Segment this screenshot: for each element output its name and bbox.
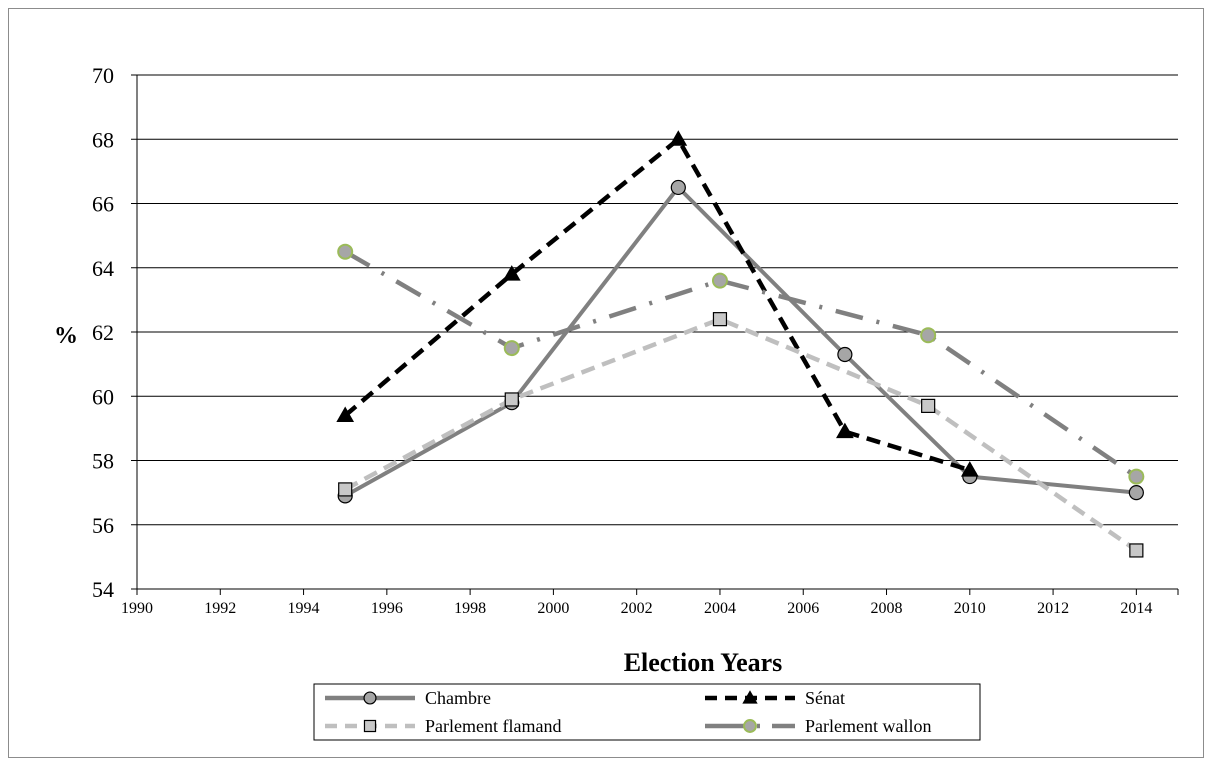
data-point-2-2 xyxy=(712,312,728,327)
y-tick-label-54: 54 xyxy=(92,577,114,602)
y-tick-label-56: 56 xyxy=(92,513,114,538)
x-tick-label-2000: 2000 xyxy=(537,600,569,617)
x-tick-label-2002: 2002 xyxy=(621,600,653,617)
x-tick-label-1996: 1996 xyxy=(371,600,403,617)
series-3 xyxy=(337,243,1145,485)
data-point-1-3 xyxy=(836,422,854,439)
data-point-2-0 xyxy=(338,482,353,497)
x-axis-label: Election Years xyxy=(624,648,783,677)
x-tick-label-1994: 1994 xyxy=(288,600,320,617)
x-tick-label-2004: 2004 xyxy=(704,600,736,617)
x-tick-label-1992: 1992 xyxy=(204,600,236,617)
data-point-0-3 xyxy=(837,346,853,363)
series-line-1 xyxy=(343,137,971,473)
data-point-3-0 xyxy=(337,243,354,260)
legend-marker-0 xyxy=(363,691,377,705)
legend: Chambre Sénat Parlement flamand Parlement w… xyxy=(313,683,981,741)
legend-label-1: Sénat xyxy=(805,688,845,708)
series-0 xyxy=(337,179,1144,504)
series-line-0 xyxy=(344,185,1137,498)
x-tick-label-1998: 1998 xyxy=(454,600,486,617)
legend-box xyxy=(313,683,981,741)
series-2 xyxy=(338,312,1144,558)
y-tick-label-62: 62 xyxy=(92,320,114,345)
data-point-2-4 xyxy=(1129,543,1144,558)
legend-label-2: Parlement flamand xyxy=(425,716,561,736)
data-point-2-3 xyxy=(921,398,936,413)
data-point-0-5 xyxy=(1128,485,1144,501)
legend-marker-1 xyxy=(742,690,758,704)
data-point-3-4 xyxy=(1128,468,1145,485)
data-point-3-2 xyxy=(711,272,728,289)
y-tick-label-60: 60 xyxy=(92,384,114,409)
data-point-1-0 xyxy=(336,406,355,423)
y-tick-label-66: 66 xyxy=(92,192,114,217)
y-tick-label-58: 58 xyxy=(92,449,114,474)
data-point-1-1 xyxy=(502,265,521,281)
y-tick-label-64: 64 xyxy=(92,256,114,281)
axes xyxy=(136,75,1179,595)
x-tick-label-2014: 2014 xyxy=(1120,600,1152,617)
y-tick-label-70: 70 xyxy=(92,63,114,88)
gridlines xyxy=(137,74,1178,526)
data-point-1-2 xyxy=(669,130,688,146)
legend-marker-3 xyxy=(743,719,757,733)
y-axis-ticks: 54 56 58 60 62 64 66 68 70 xyxy=(92,63,137,602)
series-layer xyxy=(336,130,1145,558)
x-tick-label-1990: 1990 xyxy=(121,600,153,617)
series-line-3 xyxy=(344,249,1138,479)
data-point-2-1 xyxy=(504,392,519,407)
series-1 xyxy=(336,130,979,477)
x-tick-label-2010: 2010 xyxy=(954,600,986,617)
data-point-3-1 xyxy=(503,340,520,357)
x-axis-ticks: 1990 1992 1994 1996 1998 2000 2002 2004 2006 2008… xyxy=(121,589,1152,617)
x-tick-label-2008: 2008 xyxy=(871,600,903,617)
legend-label-0: Chambre xyxy=(425,688,491,708)
data-point-0-2 xyxy=(670,179,686,196)
legend-label-3: Parlement wallon xyxy=(805,716,931,736)
x-tick-label-2012: 2012 xyxy=(1037,600,1069,617)
data-point-1-4 xyxy=(960,461,979,477)
data-point-3-3 xyxy=(920,327,937,344)
y-axis-label: % xyxy=(54,323,78,349)
chart-frame xyxy=(8,8,1204,758)
x-tick-label-2006: 2006 xyxy=(787,600,819,617)
legend-marker-2 xyxy=(363,719,377,733)
series-line-2 xyxy=(344,316,1138,553)
y-tick-label-68: 68 xyxy=(92,127,114,152)
